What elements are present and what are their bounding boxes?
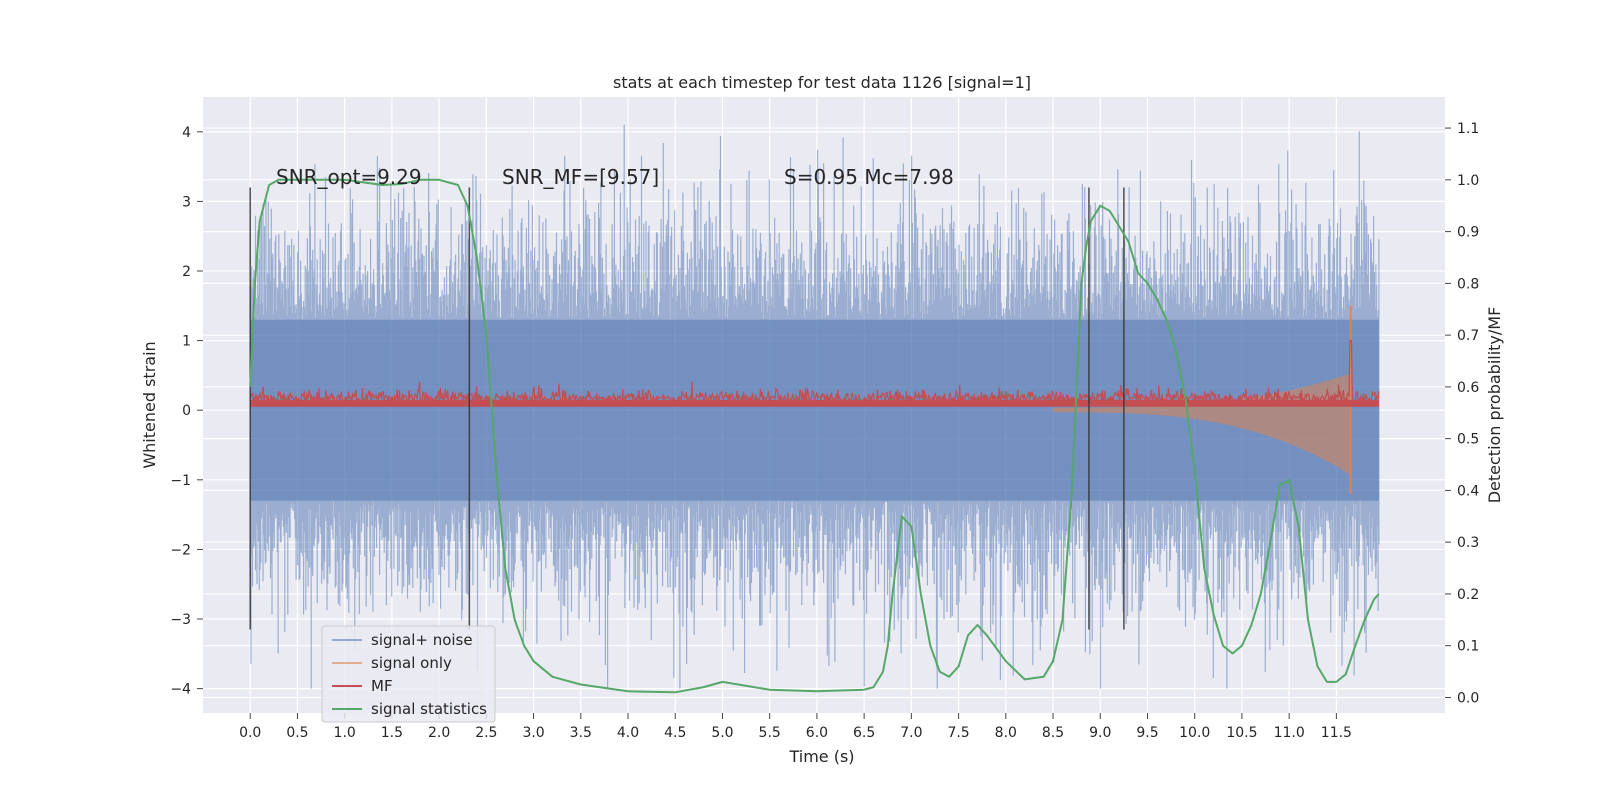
y-tick-label: 4 (182, 125, 191, 141)
x-tick-label: 0.0 (239, 725, 261, 741)
x-tick-label: 2.5 (475, 725, 497, 741)
legend-box (321, 625, 496, 723)
x-tick-label: 11.5 (1321, 725, 1352, 741)
x-tick-label: 8.5 (1042, 725, 1064, 741)
y-tick-label: −1 (170, 473, 191, 489)
y2-tick-label: 0.1 (1457, 639, 1479, 655)
legend-label-mf: MF (371, 677, 393, 695)
legend-label-signal-only: signal only (371, 654, 452, 672)
x-tick-label: 1.0 (334, 725, 356, 741)
annotation-snr-opt: SNR_opt=9.29 (276, 165, 422, 189)
y2-tick-label: 0.2 (1457, 587, 1479, 603)
x-tick-label: 7.5 (947, 725, 969, 741)
x-tick-label: 10.5 (1226, 725, 1257, 741)
y2-tick-label: 0.0 (1457, 690, 1479, 706)
y-tick-label: −3 (170, 612, 191, 628)
x-tick-label: 6.5 (853, 725, 875, 741)
y-tick-label: 3 (182, 194, 191, 210)
y2-axis-label: Detection probability/MF (1485, 307, 1504, 504)
x-tick-label: 2.0 (428, 725, 450, 741)
annotation-snr-mf: SNR_MF=[9.57] (502, 165, 659, 189)
y2-tick-label: 0.8 (1457, 276, 1479, 292)
y-axis-label: Whitened strain (140, 341, 159, 468)
mf-series (249, 340, 1380, 407)
x-tick-label: 4.5 (664, 725, 686, 741)
annotation-s-mc: S=0.95 Mc=7.98 (784, 165, 954, 189)
y2-tick-label: 1.1 (1457, 121, 1479, 137)
signal-statistics-line (249, 178, 1380, 694)
y2-tick-label: 0.7 (1457, 328, 1479, 344)
x-tick-label: 11.0 (1274, 725, 1305, 741)
x-axis-label: Time (s) (788, 747, 854, 766)
y2-tick-label: 0.3 (1457, 535, 1479, 551)
y-tick-label: 1 (182, 334, 191, 350)
y-tick-label: 0 (182, 403, 191, 419)
y2-tick-label: 1.0 (1457, 173, 1479, 189)
y-tick-label: −4 (170, 682, 191, 698)
x-tick-label: 9.0 (1089, 725, 1111, 741)
annotations: SNR_opt=9.29 SNR_MF=[9.57] S=0.95 Mc=7.9… (276, 165, 954, 189)
signal-only-area (1053, 373, 1351, 475)
x-tick-label: 5.0 (711, 725, 733, 741)
x-tick-label: 7.0 (900, 725, 922, 741)
x-tick-label: 3.5 (570, 725, 592, 741)
x-tick-label: 5.5 (759, 725, 781, 741)
x-tick-label: 8.0 (995, 725, 1017, 741)
x-tick-label: 1.5 (381, 725, 403, 741)
legend-label-signal-noise: signal+ noise (371, 631, 473, 649)
y2-tick-label: 0.4 (1457, 483, 1479, 499)
x-tick-label: 0.5 (286, 725, 308, 741)
legend-label-signal-statistics: signal statistics (371, 700, 487, 718)
axes: 4 3 2 1 0 −1 −2 −3 −4 1.1 1.0 0.9 0.8 0.7 0.6 0.5 0.4 0.3… (170, 121, 1479, 741)
y2-tick-label: 0.5 (1457, 432, 1479, 448)
x-tick-label: 10.0 (1179, 725, 1210, 741)
mf-line (249, 340, 1380, 405)
x-tick-label: 9.5 (1136, 725, 1158, 741)
x-tick-label: 4.0 (617, 725, 639, 741)
legend: signal+ noise signal only MF signal stat… (321, 625, 496, 723)
y-tick-label: −2 (170, 542, 191, 558)
x-tick-label: 3.0 (522, 725, 544, 741)
vertical-markers (249, 187, 1125, 630)
y2-tick-label: 0.6 (1457, 380, 1479, 396)
y2-tick-label: 0.9 (1457, 225, 1479, 241)
y-tick-label: 2 (182, 264, 191, 280)
mf-base (250, 399, 1379, 407)
signal-statistics-series (249, 178, 1380, 694)
x-tick-label: 6.0 (806, 725, 828, 741)
chart-title: stats at each timestep for test data 112… (613, 73, 1031, 92)
